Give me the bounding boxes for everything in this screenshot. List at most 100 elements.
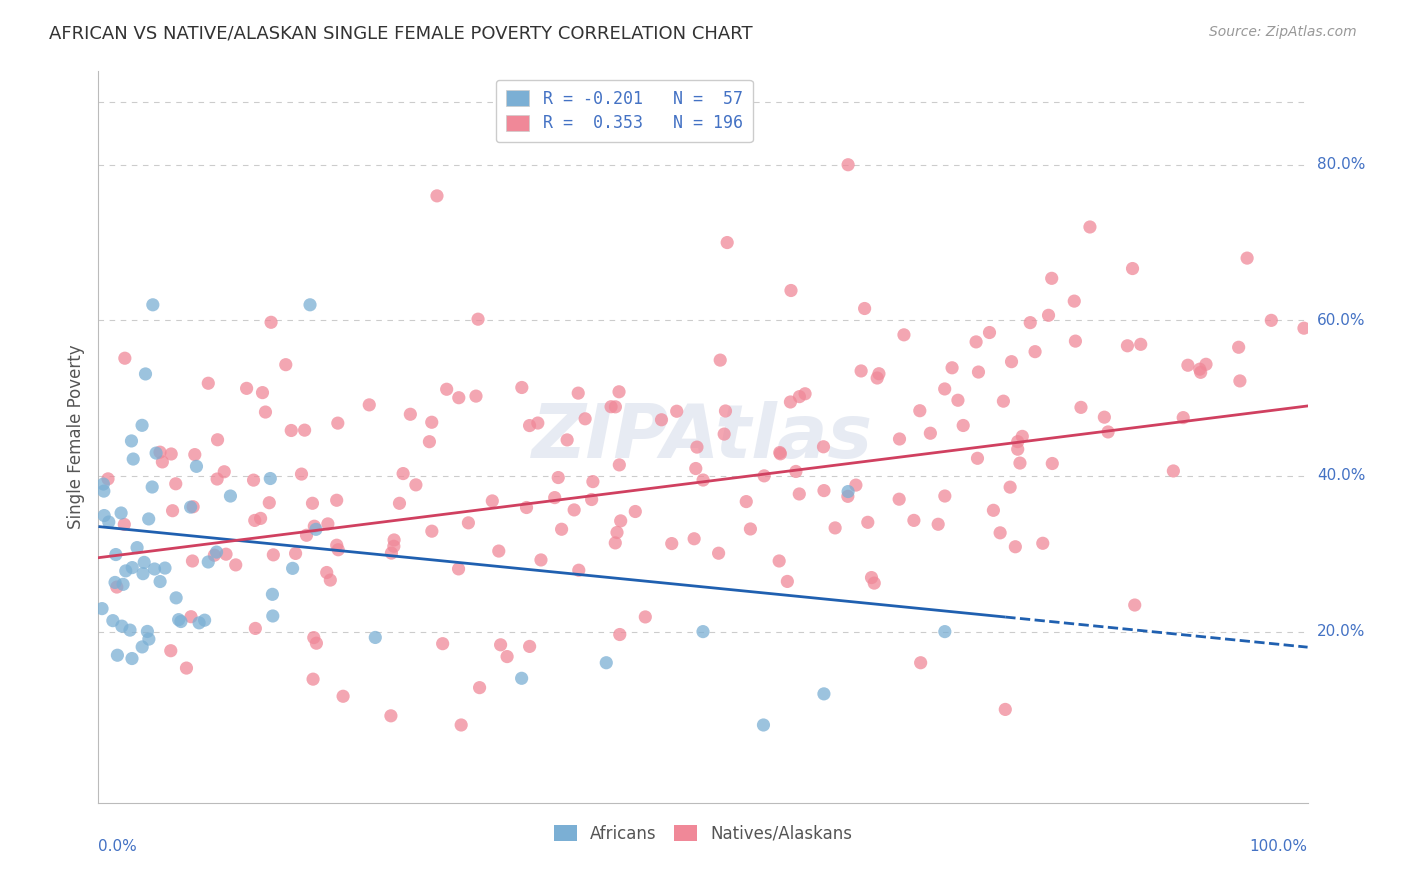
Point: [994, 702, 1017, 716]
Point: [824, 521, 846, 535]
Point: [606, 525, 628, 540]
Point: [866, 371, 889, 385]
Point: [134, 367, 156, 381]
Point: [212, 465, 235, 479]
Point: [284, 546, 307, 560]
Point: [259, 471, 281, 485]
Point: [1173, 410, 1195, 425]
Point: [686, 440, 709, 454]
Point: [295, 528, 318, 542]
Point: [326, 416, 349, 430]
Point: [112, 517, 135, 532]
Point: [661, 536, 683, 550]
Point: [769, 447, 792, 461]
Point: [162, 504, 184, 518]
Point: [138, 632, 160, 646]
Point: [889, 492, 911, 507]
Point: [1163, 464, 1185, 478]
Point: [405, 478, 427, 492]
Point: [863, 576, 886, 591]
Point: [131, 640, 153, 654]
Point: [776, 574, 799, 589]
Point: [567, 386, 589, 401]
Point: [180, 609, 202, 624]
Point: [243, 513, 266, 527]
Point: [136, 624, 159, 639]
Point: [205, 545, 228, 559]
Point: [860, 570, 883, 584]
Point: [1116, 339, 1139, 353]
Point: [197, 555, 219, 569]
Point: [779, 395, 801, 409]
Point: [249, 511, 271, 525]
Point: [1097, 425, 1119, 439]
Point: [1040, 271, 1063, 285]
Text: 40.0%: 40.0%: [1317, 468, 1365, 483]
Point: [920, 426, 942, 441]
Point: [1070, 401, 1092, 415]
Point: [752, 718, 775, 732]
Point: [382, 539, 405, 553]
Point: [188, 615, 211, 630]
Point: [849, 364, 872, 378]
Point: [426, 189, 449, 203]
Point: [165, 476, 187, 491]
Point: [740, 522, 762, 536]
Point: [1121, 261, 1143, 276]
Point: [180, 500, 202, 515]
Point: [510, 380, 533, 394]
Point: [181, 554, 204, 568]
Point: [114, 564, 136, 578]
Point: [634, 610, 657, 624]
Point: [143, 562, 166, 576]
Point: [105, 580, 128, 594]
Point: [1177, 358, 1199, 372]
Point: [893, 327, 915, 342]
Point: [186, 459, 208, 474]
Point: [967, 365, 990, 379]
Point: [111, 619, 134, 633]
Point: [450, 718, 472, 732]
Point: [252, 385, 274, 400]
Point: [1038, 308, 1060, 322]
Text: 20.0%: 20.0%: [1317, 624, 1365, 639]
Point: [388, 496, 411, 510]
Point: [600, 400, 623, 414]
Point: [1063, 294, 1085, 309]
Point: [399, 407, 422, 421]
Point: [1011, 429, 1033, 443]
Point: [856, 516, 879, 530]
Point: [302, 672, 325, 686]
Point: [118, 623, 141, 637]
Point: [1064, 334, 1087, 348]
Point: [1040, 457, 1063, 471]
Point: [1129, 337, 1152, 351]
Point: [93, 508, 115, 523]
Point: [1188, 362, 1211, 376]
Point: [519, 418, 541, 433]
Point: [165, 591, 187, 605]
Point: [91, 601, 114, 615]
Point: [481, 494, 503, 508]
Point: [769, 445, 792, 459]
Point: [544, 491, 567, 505]
Point: [184, 448, 207, 462]
Text: 0.0%: 0.0%: [98, 839, 138, 855]
Point: [624, 504, 647, 518]
Point: [595, 656, 617, 670]
Point: [837, 489, 859, 503]
Point: [927, 517, 949, 532]
Text: Source: ZipAtlas.com: Source: ZipAtlas.com: [1209, 25, 1357, 39]
Point: [609, 514, 631, 528]
Point: [941, 360, 963, 375]
Point: [142, 298, 165, 312]
Point: [205, 472, 228, 486]
Point: [1019, 316, 1042, 330]
Point: [305, 636, 328, 650]
Point: [457, 516, 479, 530]
Point: [131, 418, 153, 433]
Point: [432, 637, 454, 651]
Point: [149, 445, 172, 459]
Point: [121, 560, 143, 574]
Point: [910, 656, 932, 670]
